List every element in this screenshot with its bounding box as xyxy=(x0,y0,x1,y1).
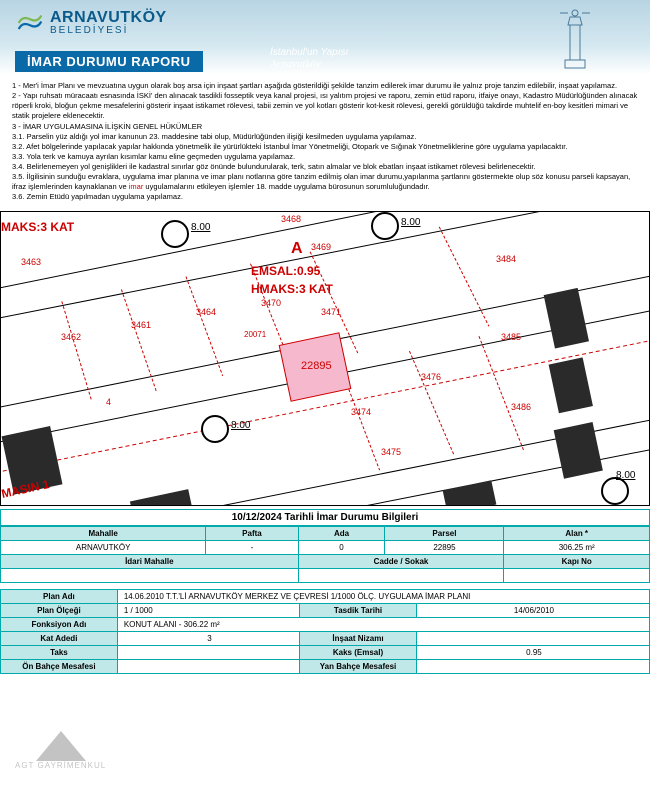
td-pafta: - xyxy=(206,540,298,554)
td-cadde xyxy=(298,568,504,582)
cond-35: 3.5. İlgilisinin sunduğu evraklara, uygu… xyxy=(12,172,638,192)
cond-31: 3.1. Parselin yüz aldığı yol imar kanunu… xyxy=(12,132,638,142)
p-3469: 3469 xyxy=(311,242,331,252)
municipality-sub: BELEDİYESİ xyxy=(50,26,167,36)
p-3475: 3475 xyxy=(381,447,401,457)
slogan-sub: Arnavutköy xyxy=(270,58,321,70)
l-kaks: Kaks (Emsal) xyxy=(300,645,417,659)
municipality-name: ARNAVUTKÖY xyxy=(50,10,167,26)
l-fonk: Fonksiyon Adı xyxy=(1,617,118,631)
p-3476: 3476 xyxy=(421,372,441,382)
slogan-text: İstanbul'un Yapısı xyxy=(270,47,348,58)
th-alan: Alan * xyxy=(504,526,650,540)
emsal-label: EMSAL:0.95 xyxy=(251,264,320,278)
v-yanbahce xyxy=(416,659,649,673)
th-kapi: Kapı No xyxy=(504,554,650,568)
municipality-logo-icon xyxy=(15,8,45,38)
l-nizam: İnşaat Nizamı xyxy=(300,631,417,645)
p-3471: 3471 xyxy=(321,307,341,317)
l-taks: Taks xyxy=(1,645,118,659)
dim-3: 8.00 xyxy=(616,470,635,481)
p-3468: 3468 xyxy=(281,214,301,224)
node-1 xyxy=(161,220,189,248)
cond-3: 3 - İMAR UYGULAMASINA İLİŞKİN GENEL HÜKÜ… xyxy=(12,122,638,132)
th-parsel: Parsel xyxy=(385,526,504,540)
lighthouse-icon xyxy=(550,5,600,70)
conditions-text: 1 - Mer'i İmar Planı ve mevzuatına uygun… xyxy=(0,75,650,209)
td-parsel: 22895 xyxy=(385,540,504,554)
node-3 xyxy=(201,415,229,443)
v-olcek: 1 / 1000 xyxy=(117,603,299,617)
p-3474: 3474 xyxy=(351,407,371,417)
l-planadi: Plan Adı xyxy=(1,589,118,603)
v-kat: 3 xyxy=(117,631,299,645)
p-3462: 3462 xyxy=(61,332,81,342)
p-4: 4 xyxy=(106,397,111,407)
logo: ARNAVUTKÖY BELEDİYESİ xyxy=(15,8,167,38)
l-yanbahce: Yan Bahçe Mesafesi xyxy=(300,659,417,673)
p-3484: 3484 xyxy=(496,254,516,264)
info-title: 10/12/2024 Tarihli İmar Durumu Bilgileri xyxy=(0,509,650,526)
report-title: İMAR DURUMU RAPORU xyxy=(15,51,203,72)
td-kapi xyxy=(504,568,650,582)
l-olcek: Plan Ölçeği xyxy=(1,603,118,617)
v-nizam xyxy=(416,631,649,645)
parcel-main: 22895 xyxy=(301,360,332,372)
cond-33: 3.3. Yola terk ve kamuya ayrılan kısımla… xyxy=(12,152,638,162)
p-3486: 3486 xyxy=(511,402,531,412)
p-3463: 3463 xyxy=(21,257,41,267)
v-tasdik: 14/06/2010 xyxy=(416,603,649,617)
td-ada: 0 xyxy=(298,540,385,554)
p-3470: 3470 xyxy=(261,298,281,308)
dim-0: 8.00 xyxy=(191,222,210,233)
th-pafta: Pafta xyxy=(206,526,298,540)
v-planadi: 14.06.2010 T.T.'Lİ ARNAVUTKÖY MERKEZ VE … xyxy=(117,589,649,603)
p-3485: 3485 xyxy=(501,332,521,342)
zone-letter: A xyxy=(291,240,303,258)
td-idari xyxy=(1,568,299,582)
th-idari: İdari Mahalle xyxy=(1,554,299,568)
maks-left: MAKS:3 KAT xyxy=(1,220,74,234)
v-onbahce xyxy=(117,659,299,673)
v-kaks: 0.95 xyxy=(416,645,649,659)
cond-36: 3.6. Zemin Etüdü yapılmadan uygulama yap… xyxy=(12,192,638,202)
cond-34: 3.4. Belirlenemeyen yol genişlikleri ile… xyxy=(12,162,638,172)
header-banner: ARNAVUTKÖY BELEDİYESİ İMAR DURUMU RAPORU… xyxy=(0,0,650,75)
cond-32: 3.2. Afet bölgelerinde yapılacak yapılar… xyxy=(12,142,638,152)
p-3461: 3461 xyxy=(131,320,151,330)
watermark-text: AGT GAYRİMENKUL xyxy=(15,761,106,770)
dim-2: 8.00 xyxy=(231,420,250,431)
node-4 xyxy=(601,477,629,505)
dim-1: 8.00 xyxy=(401,217,420,228)
node-2 xyxy=(371,212,399,240)
hmaks-label: HMAKS:3 KAT xyxy=(251,282,333,296)
l-tasdik: Tasdik Tarihi xyxy=(300,603,417,617)
p-3464: 3464 xyxy=(196,307,216,317)
slogan: İstanbul'un Yapısı Arnavutköy xyxy=(270,47,348,70)
cond-2: 2 - Yapı ruhsatı müracaatı esnasında İSK… xyxy=(12,91,638,121)
th-mahalle: Mahalle xyxy=(1,526,206,540)
th-ada: Ada xyxy=(298,526,385,540)
v-fonk: KONUT ALANI - 306.22 m² xyxy=(117,617,649,631)
info-section: 10/12/2024 Tarihli İmar Durumu Bilgileri… xyxy=(0,509,650,674)
parcel-info-table: Mahalle Pafta Ada Parsel Alan * ARNAVUTK… xyxy=(0,526,650,583)
th-cadde: Cadde / Sokak xyxy=(298,554,504,568)
v-taks xyxy=(117,645,299,659)
cadastral-map: 22895 A EMSAL:0.95 HMAKS:3 KAT MAKS:3 KA… xyxy=(0,211,650,506)
l-kat: Kat Adedi xyxy=(1,631,118,645)
watermark: AGT GAYRİMENKUL xyxy=(15,731,106,770)
watermark-icon xyxy=(36,731,86,761)
td-mahalle: ARNAVUTKÖY xyxy=(1,540,206,554)
td-alan: 306.25 m² xyxy=(504,540,650,554)
plan-info-table: Plan Adı 14.06.2010 T.T.'Lİ ARNAVUTKÖY M… xyxy=(0,589,650,674)
p-20071: 20071 xyxy=(244,330,266,339)
cond-1: 1 - Mer'i İmar Planı ve mevzuatına uygun… xyxy=(12,81,638,91)
l-onbahce: Ön Bahçe Mesafesi xyxy=(1,659,118,673)
